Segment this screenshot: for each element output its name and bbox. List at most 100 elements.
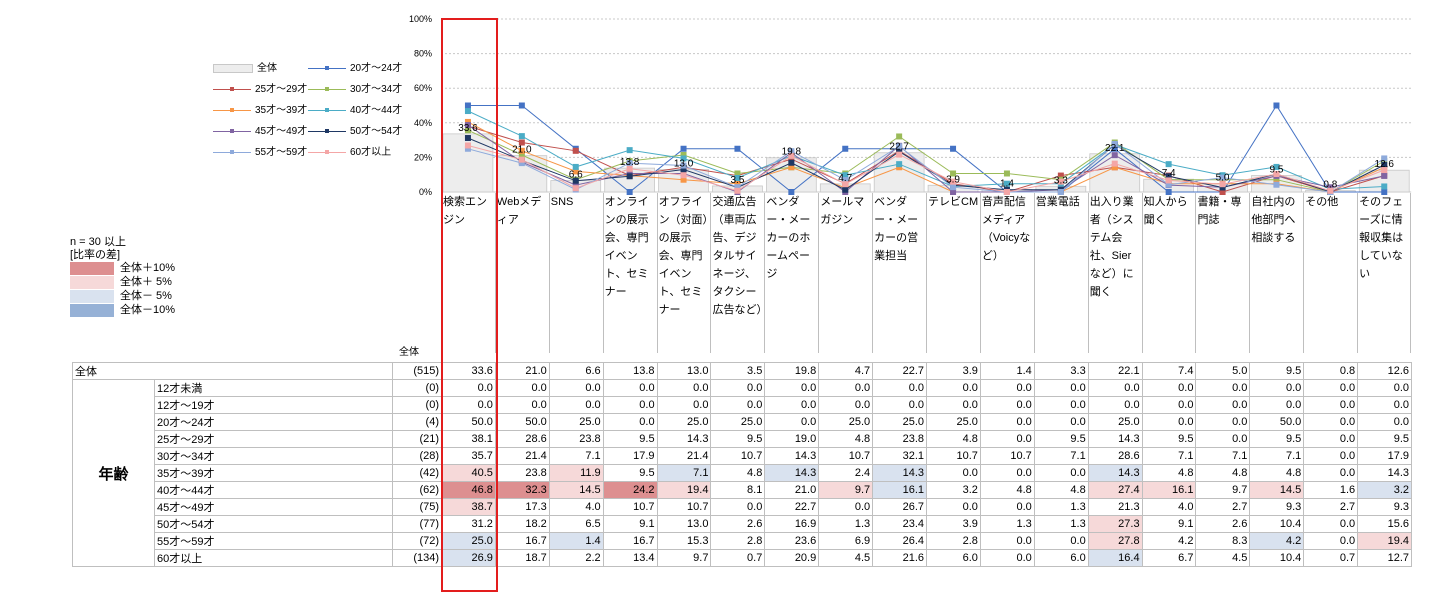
legend-label: 50才～54才 <box>350 126 403 137</box>
table-cell: 8.3 <box>1195 532 1251 550</box>
table-cell: 0.0 <box>602 396 658 414</box>
legend-marker <box>230 107 234 112</box>
table-cell: 15.3 <box>656 532 712 550</box>
table-cell: 9.7 <box>1195 481 1251 499</box>
legend-marker <box>325 149 329 154</box>
series-point <box>1327 187 1334 194</box>
table-cell: 1.3 <box>979 515 1035 533</box>
table-cell: 27.4 <box>1087 481 1143 499</box>
series-point <box>626 160 633 167</box>
row-label: 45才～49才 <box>154 498 393 516</box>
table-cell: 0.0 <box>1033 396 1089 414</box>
table-cell: 16.4 <box>1087 549 1143 567</box>
series-point <box>734 174 741 181</box>
series-line <box>467 129 1385 193</box>
table-cell: 0.0 <box>1141 379 1197 397</box>
table-cell: 27.8 <box>1087 532 1143 550</box>
row-n: (21) <box>392 430 442 448</box>
table-cell: 14.3 <box>872 464 928 482</box>
diff-legend-item-m5: 全体－ 5% <box>70 290 175 304</box>
table-cell: 16.7 <box>602 532 658 550</box>
category-header-row: 検索エンジン Webメディア SNS オンラインの展示会、専門イベント、セミナー オフラ… <box>441 193 1412 353</box>
series-point <box>464 118 471 125</box>
table-cell: 0.0 <box>979 413 1035 431</box>
table-row: 40才～44才 (62) 46.8 32.3 14.5 24.2 19.4 8.1 21.0 9.… <box>73 481 1413 499</box>
table-cell: 7.1 <box>1195 447 1251 465</box>
table-cell: 0.0 <box>441 396 496 414</box>
row-label: 35才～39才 <box>154 464 393 482</box>
table-cell: 0.0 <box>1195 396 1251 414</box>
table-cell: 12.7 <box>1357 549 1413 567</box>
table-cell: 19.4 <box>656 481 712 499</box>
table-cell: 0.0 <box>1249 379 1305 397</box>
table-cell: 3.2 <box>926 481 981 499</box>
legend-label: 60才以上 <box>350 147 392 158</box>
legend-swatch <box>308 128 346 133</box>
series-point <box>1003 189 1010 195</box>
table-cell: 16.1 <box>872 481 928 499</box>
series-line <box>467 121 1385 193</box>
series-point <box>1165 173 1172 180</box>
table-row: 45才～49才 (75) 38.7 17.3 4.0 10.7 10.7 0.0 22.7 0.0… <box>73 498 1413 516</box>
data-label: 9.5 <box>1269 165 1283 176</box>
table-row: 年齢 12才未満 (0) 0.0 0.0 0.0 0.0 0.0 0.0 0.0 0.0 0.0 0.0… <box>72 379 1413 567</box>
table-cell: 22.7 <box>872 362 928 380</box>
series-point <box>896 151 903 158</box>
row-label: 40才～44才 <box>154 481 393 499</box>
series-point <box>842 177 849 184</box>
table-cell: 4.2 <box>1141 532 1197 550</box>
table-cell: 0.0 <box>979 396 1035 414</box>
table-cell: 28.6 <box>1087 447 1143 465</box>
legend-item: 20才～24才 <box>308 59 402 74</box>
series-point <box>896 143 903 150</box>
y-tick-label: 80% <box>414 49 432 59</box>
row-n: (77) <box>392 515 442 533</box>
table-cell: 13.0 <box>656 362 712 380</box>
table-cell: 38.7 <box>441 498 496 516</box>
table-cell: 2.2 <box>548 549 604 567</box>
data-label: 3.5 <box>730 175 744 186</box>
series-point <box>1057 189 1064 195</box>
table-cell: 25.0 <box>656 413 712 431</box>
series-point <box>896 161 903 168</box>
table-cell: 2.8 <box>926 532 981 550</box>
series-point <box>950 184 957 191</box>
diff-legend-item-p5: 全体＋ 5% <box>70 276 175 290</box>
series-point <box>572 185 579 192</box>
legend-marker <box>230 86 234 91</box>
data-label: 19.8 <box>782 147 802 158</box>
table-cell: 6.0 <box>1033 549 1089 567</box>
table-cell: 0.0 <box>548 396 604 414</box>
series-point <box>1273 171 1280 178</box>
table-cell: 0.0 <box>710 379 766 397</box>
table-cell: 19.4 <box>1357 532 1413 550</box>
data-label: 0.8 <box>1323 180 1337 191</box>
table-cell: 0.0 <box>548 379 604 397</box>
table-cell: 17.9 <box>1357 447 1413 465</box>
table-cell: 10.7 <box>602 498 658 516</box>
table-cell: 0.0 <box>602 379 658 397</box>
series-point <box>734 170 741 177</box>
series-point <box>518 102 525 109</box>
table-cell: 31.2 <box>441 515 496 533</box>
series-point <box>1057 178 1064 185</box>
table-cell: 0.0 <box>441 379 496 397</box>
series-point <box>1219 181 1226 188</box>
legend-swatch <box>213 149 251 154</box>
table-cell: 46.8 <box>441 481 496 499</box>
series-point <box>518 147 525 154</box>
data-label: 4.7 <box>838 173 852 184</box>
series-point <box>572 168 579 175</box>
table-cell: 18.7 <box>494 549 550 567</box>
table-row: 60才以上 (134) 26.9 18.7 2.2 13.4 9.7 0.7 20.9 4.5 21… <box>73 549 1413 567</box>
table-cell: 4.5 <box>1195 549 1251 567</box>
category-label: 書籍・専門誌 <box>1195 193 1249 353</box>
table-cell: 6.0 <box>926 549 981 567</box>
category-label: ベンダー・メーカーのホームページ <box>764 193 818 353</box>
legend-label: 全体 <box>257 63 277 74</box>
table-cell: 32.1 <box>872 447 928 465</box>
table-cell: 0.0 <box>818 379 874 397</box>
row-n: (62) <box>392 481 442 499</box>
table-cell: 0.0 <box>1303 515 1359 533</box>
category-label: 営業電話 <box>1033 193 1088 353</box>
